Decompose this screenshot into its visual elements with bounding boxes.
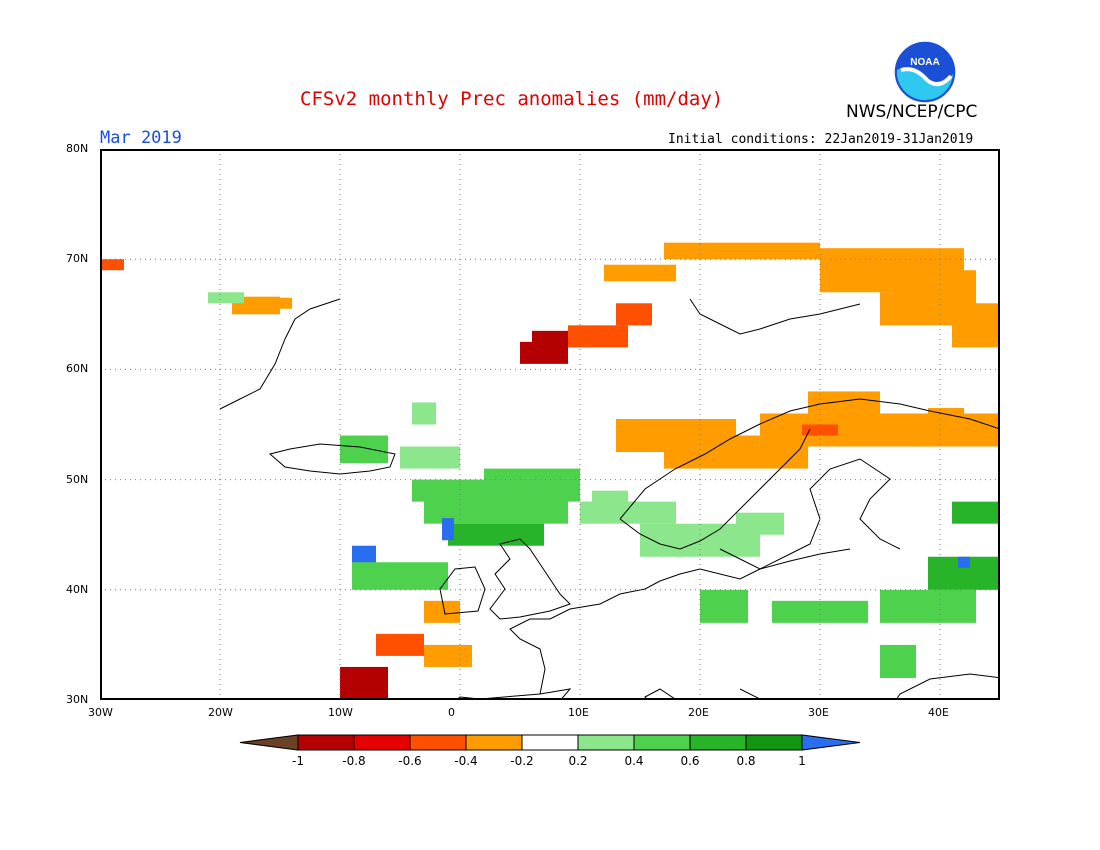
anomaly-cell <box>736 512 784 535</box>
legend-color-box <box>633 734 691 751</box>
coastline-greenland <box>219 298 341 410</box>
legend-label: 1 <box>798 754 806 768</box>
lat-tick-label: 80N <box>66 142 89 155</box>
noaa-logo-icon: NOAA <box>893 40 957 104</box>
legend-label: -0.4 <box>454 754 477 768</box>
legend-label: 0.8 <box>736 754 755 768</box>
legend-color-box <box>353 734 411 751</box>
anomaly-cell <box>484 468 580 491</box>
anomaly-cell <box>604 264 676 282</box>
anomaly-cell <box>808 391 880 414</box>
lon-tick-label: 20E <box>688 706 709 719</box>
anomaly-cell <box>616 303 652 326</box>
anomaly-cell <box>520 341 568 364</box>
lat-tick-label: 50N <box>66 472 89 486</box>
color-legend: -1 -0.8 -0.6 -0.4 -0.2 0.2 0.4 0.6 0.8 1 <box>239 734 861 768</box>
anomaly-cell <box>592 490 628 502</box>
coastline-low-countries-germany <box>659 548 851 582</box>
anomaly-layer <box>100 242 1000 700</box>
coastline-france-biscay <box>509 580 661 695</box>
lon-tick-label: 20W <box>208 706 233 719</box>
legend-color-box <box>297 734 355 751</box>
lon-tick-label: 10E <box>568 706 589 719</box>
anomaly-cell <box>916 413 1000 447</box>
anomaly-cell <box>244 297 292 309</box>
anomaly-cell <box>880 589 976 623</box>
anomaly-cell <box>952 303 1000 348</box>
agency-label: NWS/NCEP/CPC <box>846 102 978 122</box>
map-frame <box>100 149 1000 700</box>
anomaly-cell <box>772 600 868 623</box>
coastline-ireland <box>439 566 486 615</box>
anomaly-cell <box>340 435 388 464</box>
legend-label: 0.2 <box>568 754 587 768</box>
anomaly-cell <box>532 330 568 348</box>
anomaly-cell <box>100 259 124 271</box>
legend-color-box <box>745 734 803 751</box>
legend-high-arrow <box>801 734 861 751</box>
coastline-svalbard <box>689 298 861 335</box>
legend-color-box <box>409 734 467 751</box>
legend-color-box <box>521 734 579 751</box>
legend-color-box <box>577 734 635 751</box>
anomaly-cell <box>442 518 454 541</box>
anomaly-cell <box>958 556 970 568</box>
anomaly-cell <box>568 325 628 348</box>
legend-label: -0.8 <box>342 754 365 768</box>
coastline-black-sea <box>895 673 1000 700</box>
lon-tick-label: 10W <box>328 706 353 719</box>
legend-label: -1 <box>292 754 304 768</box>
chart-title: CFSv2 monthly Prec anomalies (mm/day) <box>300 88 724 110</box>
anomaly-cell <box>424 600 460 623</box>
anomaly-cell <box>400 446 460 469</box>
legend-label: -0.2 <box>510 754 533 768</box>
anomaly-cell <box>760 413 940 447</box>
anomaly-cell <box>664 242 820 260</box>
lat-tick-label: 60N <box>66 362 89 376</box>
lat-tick-label: 40N <box>66 582 89 596</box>
anomaly-cell <box>928 407 964 419</box>
anomaly-cell <box>580 501 676 524</box>
coastline-britain <box>489 538 571 620</box>
lat-tick-label: 30N <box>66 693 89 706</box>
lon-tick-label: 40E <box>928 706 949 719</box>
anomaly-cell <box>802 424 838 436</box>
lon-tick-label: 30W <box>88 706 113 719</box>
anomaly-cell <box>448 523 544 546</box>
forecast-map <box>100 149 1000 700</box>
legend-label: -0.6 <box>398 754 421 768</box>
anomaly-cell <box>376 633 424 656</box>
anomaly-cell <box>208 292 244 304</box>
forecast-month: Mar 2019 <box>100 128 182 148</box>
legend-label: 0.4 <box>624 754 643 768</box>
anomaly-cell <box>700 589 748 623</box>
lat-lon-grid <box>100 149 1000 700</box>
lon-tick-label: 30E <box>808 706 829 719</box>
legend-low-arrow <box>239 734 299 751</box>
anomaly-cell <box>952 501 1000 524</box>
lat-tick-label: 70N <box>66 252 89 266</box>
coastline-norway-south <box>619 428 811 550</box>
anomaly-cell <box>880 644 916 678</box>
anomaly-cell <box>424 644 472 667</box>
coastline-iceland <box>268 443 396 475</box>
legend-label: 0.6 <box>680 754 699 768</box>
logo-text: NOAA <box>910 57 939 68</box>
legend-color-box <box>689 734 747 751</box>
initial-conditions: Initial conditions: 22Jan2019-31Jan2019 <box>668 132 974 147</box>
anomaly-cell <box>340 666 388 700</box>
lon-tick-label: 0 <box>448 706 455 719</box>
anomaly-cell <box>352 562 448 590</box>
anomaly-cell <box>412 402 436 425</box>
legend-color-box <box>465 734 523 751</box>
